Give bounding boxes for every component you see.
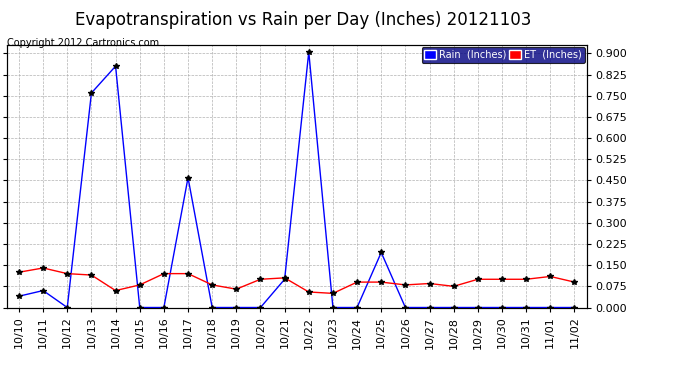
- Text: Copyright 2012 Cartronics.com: Copyright 2012 Cartronics.com: [7, 38, 159, 48]
- Legend: Rain  (Inches), ET  (Inches): Rain (Inches), ET (Inches): [422, 47, 584, 63]
- Text: Evapotranspiration vs Rain per Day (Inches) 20121103: Evapotranspiration vs Rain per Day (Inch…: [75, 11, 532, 29]
